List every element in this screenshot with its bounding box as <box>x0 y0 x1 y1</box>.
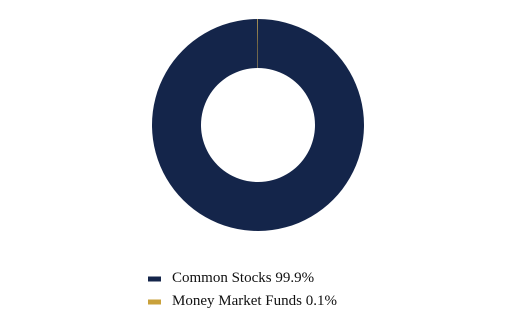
legend-label: Common Stocks 99.9% <box>172 270 314 286</box>
legend-swatch <box>148 299 161 305</box>
legend-label: Money Market Funds 0.1% <box>172 293 337 309</box>
donut-slice <box>257 19 258 69</box>
legend-swatch <box>148 276 161 282</box>
legend-value: 0.1% <box>306 293 337 309</box>
legend-category: Money Market Funds <box>172 293 302 309</box>
legend-category: Common Stocks <box>172 270 272 286</box>
donut-slice <box>151 19 364 231</box>
legend-value: 99.9% <box>275 270 314 286</box>
